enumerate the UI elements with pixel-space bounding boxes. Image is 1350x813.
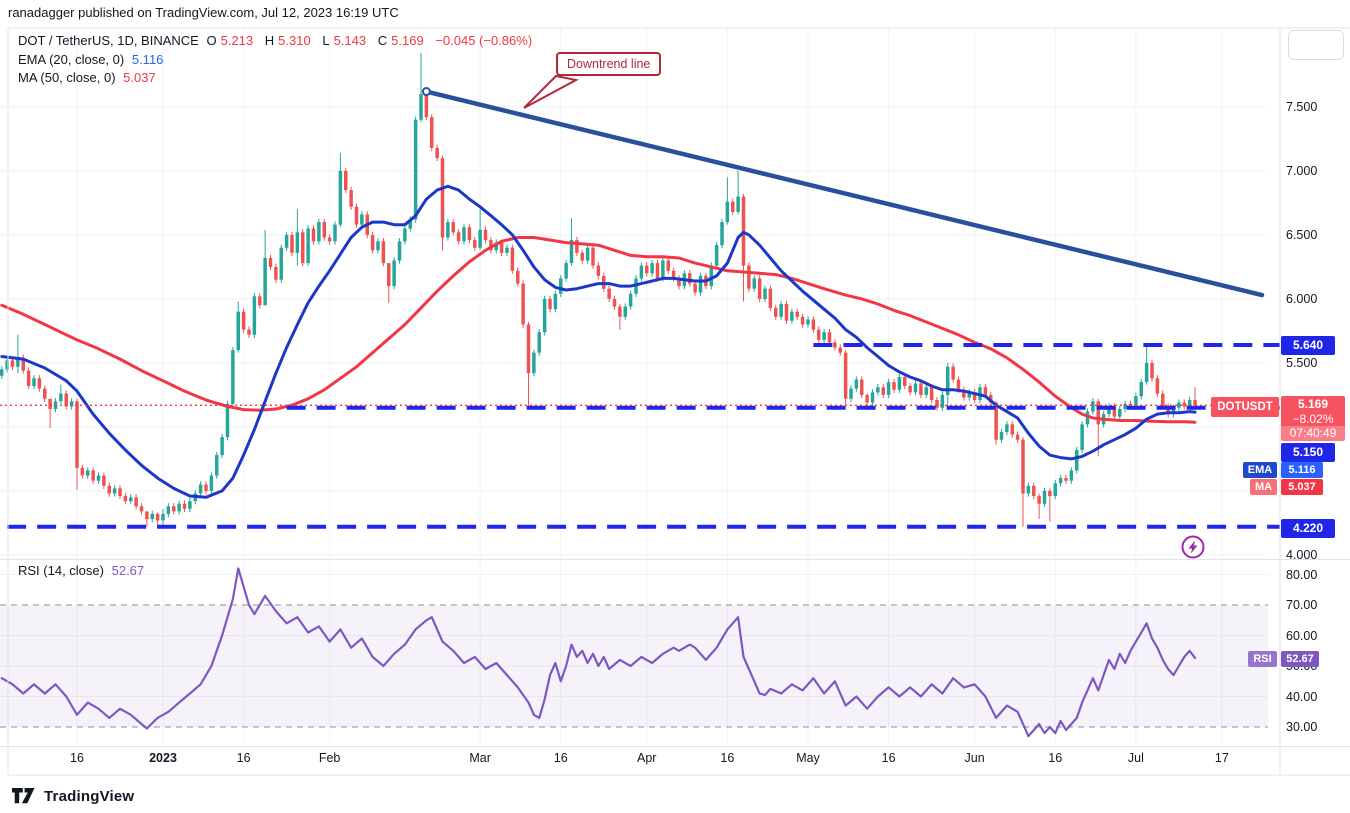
scale-reset-button[interactable] [1288, 30, 1344, 60]
tradingview-logo[interactable]: TradingView [12, 788, 134, 805]
time-tick-label: 17 [1214, 751, 1229, 765]
price-tick-label: 40.00 [1286, 689, 1318, 704]
time-tick-label: 16 [70, 751, 84, 765]
last-price: 5.169 [1281, 396, 1345, 412]
downtrend-annotation[interactable]: Downtrend line [556, 52, 662, 76]
time-tick-label: 16 [553, 751, 568, 765]
price-tick-label: 6.500 [1286, 227, 1318, 242]
bar-countdown: 07:40:49 [1281, 426, 1345, 441]
ema-legend: EMA (20, close, 0) 5.116 [18, 52, 164, 67]
price-tick-label: 6.000 [1286, 291, 1318, 306]
support-level-badge: 4.220 [1281, 519, 1335, 538]
publish-bar: ranadagger published on TradingView.com,… [8, 5, 399, 20]
price-tick-label: 4.000 [1286, 547, 1318, 562]
price-tick-label: 30.00 [1286, 720, 1318, 734]
time-tick-label: 16 [1048, 751, 1063, 765]
ma-value: 5.037 [123, 70, 156, 85]
mid-level-badge: 5.150 [1281, 443, 1335, 462]
resistance-level-badge: 5.640 [1281, 336, 1335, 355]
time-tick-label: 16 [881, 751, 896, 765]
time-tick-label: Feb [318, 751, 341, 765]
price-tick-label: 80.00 [1286, 567, 1318, 582]
price-tick-label: 7.500 [1286, 99, 1318, 114]
rsi-value: 52.67 [111, 563, 145, 578]
tradingview-logo-text: TradingView [44, 788, 135, 805]
price-tick-label: 60.00 [1286, 628, 1318, 643]
time-tick-label: Jul [1127, 751, 1144, 765]
rsi-legend: RSI (14, close) 52.67 [18, 563, 145, 578]
time-tick-label: Jun [964, 751, 985, 765]
ema-value: 5.116 [131, 52, 164, 67]
rsi-axis-tag: RSI [1248, 651, 1277, 667]
symbol-price-label: DOTUSDT [1211, 397, 1279, 417]
ma-axis-tag: MA [1250, 479, 1277, 495]
time-tick-label: Mar [469, 751, 491, 765]
ema-axis-tag: EMA [1243, 462, 1277, 478]
time-tick-label: May [796, 751, 820, 765]
tradingview-logo-icon [12, 788, 35, 804]
price-tick-label: 70.00 [1286, 598, 1318, 612]
time-tick-label: Apr [637, 751, 657, 765]
lightning-icon [1188, 540, 1198, 554]
ohlc-close: C 5.169 [377, 33, 424, 48]
price-tick-label: 5.500 [1286, 355, 1318, 370]
symbol-title: DOT / TetherUS, 1D, BINANCE [18, 33, 199, 48]
time-tick-label: 16 [236, 751, 251, 765]
ohlc-low: L 5.143 [322, 33, 367, 48]
rsi-axis-value: 52.67 [1281, 651, 1319, 667]
last-price-badge: 5.169 −8.02% 07:40:49 [1281, 396, 1345, 441]
ma-axis-value: 5.037 [1281, 479, 1323, 495]
change-percent: −8.02% [1281, 412, 1345, 426]
time-tick-label: 2023 [149, 751, 177, 765]
ohlc-open: O 5.213 [206, 33, 254, 48]
ohlc-high: H 5.310 [264, 33, 311, 48]
ma-legend: MA (50, close, 0) 5.037 [18, 70, 156, 85]
time-tick-label: 16 [720, 751, 735, 765]
ema-axis-value: 5.116 [1281, 462, 1323, 478]
daily-change: −0.045 (−0.86%) [435, 33, 533, 48]
symbol-legend: DOT / TetherUS, 1D, BINANCE O 5.213 H 5.31… [18, 33, 536, 48]
price-tick-label: 7.000 [1286, 163, 1318, 178]
